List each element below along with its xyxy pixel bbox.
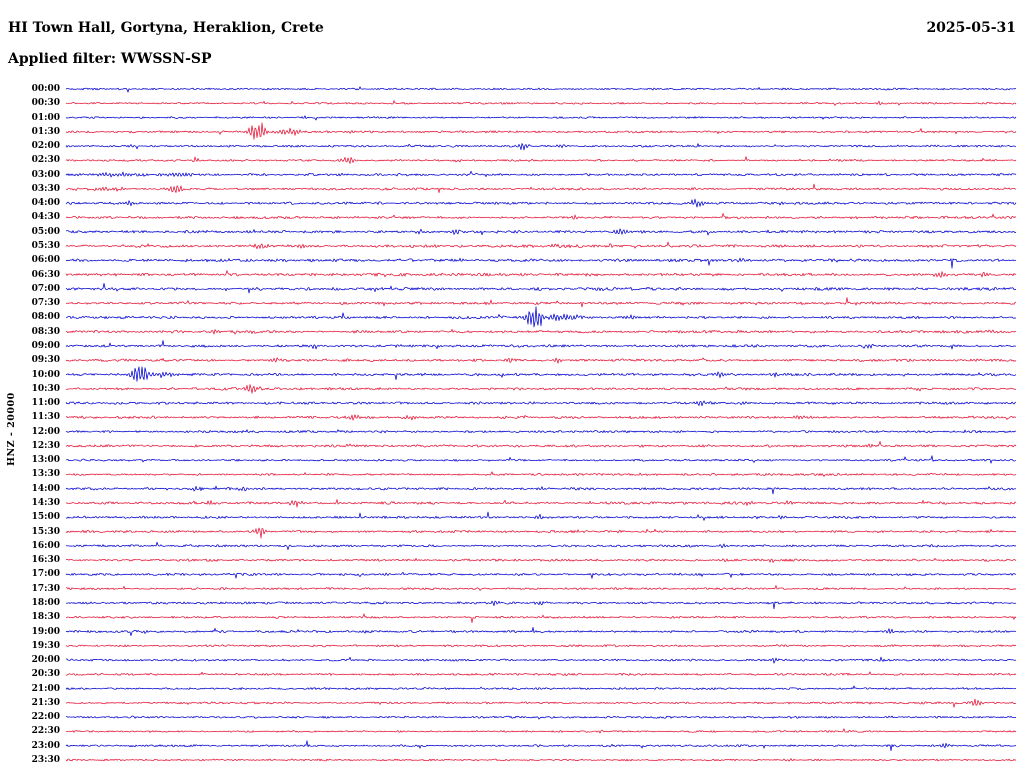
time-label-1430: 14:30 [31,498,60,509]
time-label-0300: 03:00 [31,169,60,180]
time-label-0730: 07:30 [31,298,60,309]
time-label-1300: 13:00 [31,455,60,466]
time-label-0230: 02:30 [31,155,60,166]
time-label-0200: 02:00 [31,141,60,152]
time-label-0400: 04:00 [31,198,60,209]
time-label-1600: 16:00 [31,540,60,551]
time-label-1500: 15:00 [31,512,60,523]
time-label-0830: 08:30 [31,326,60,337]
time-label-0100: 01:00 [31,112,60,123]
time-label-1630: 16:30 [31,555,60,566]
time-label-0430: 04:30 [31,212,60,223]
time-label-0600: 06:00 [31,255,60,266]
time-label-1730: 17:30 [31,583,60,594]
time-label-2030: 20:30 [31,669,60,680]
time-label-0030: 00:30 [31,98,60,109]
time-label-1700: 17:00 [31,569,60,580]
station-title: HI Town Hall, Gortyna, Heraklion, Crete [8,20,324,36]
time-axis: 00:00 00:30 01:00 01:30 02:00 02:30 03:00 03:30… [0,0,62,780]
time-label-2330: 23:30 [31,755,60,765]
time-label-0800: 08:00 [31,312,60,323]
time-label-1000: 10:00 [31,369,60,380]
time-label-1830: 18:30 [31,612,60,623]
time-label-0630: 06:30 [31,269,60,280]
record-date: 2025-05-31 [926,20,1016,36]
time-label-0500: 05:00 [31,226,60,237]
time-label-0900: 09:00 [31,340,60,351]
time-label-0330: 03:30 [31,183,60,194]
time-label-0000: 00:00 [31,84,60,94]
time-label-1100: 11:00 [31,398,60,409]
time-label-0530: 05:30 [31,241,60,252]
time-label-2230: 22:30 [31,726,60,737]
time-label-1800: 18:00 [31,597,60,608]
time-label-2100: 21:00 [31,683,60,694]
time-label-2130: 21:30 [31,697,60,708]
time-label-1930: 19:30 [31,640,60,651]
time-label-1030: 10:30 [31,383,60,394]
time-label-2000: 20:00 [31,655,60,666]
time-label-0700: 07:00 [31,283,60,294]
time-label-1200: 12:00 [31,426,60,437]
time-label-2200: 22:00 [31,712,60,723]
applied-filter-label: Applied filter: WWSSN-SP [8,51,212,67]
time-label-1530: 15:30 [31,526,60,537]
time-label-1230: 12:30 [31,440,60,451]
time-label-1130: 11:30 [31,412,60,423]
time-label-0130: 01:30 [31,126,60,137]
time-label-1900: 19:00 [31,626,60,637]
time-label-1400: 14:00 [31,483,60,494]
time-label-1330: 13:30 [31,469,60,480]
time-label-0930: 09:30 [31,355,60,366]
time-label-2300: 23:00 [31,740,60,751]
